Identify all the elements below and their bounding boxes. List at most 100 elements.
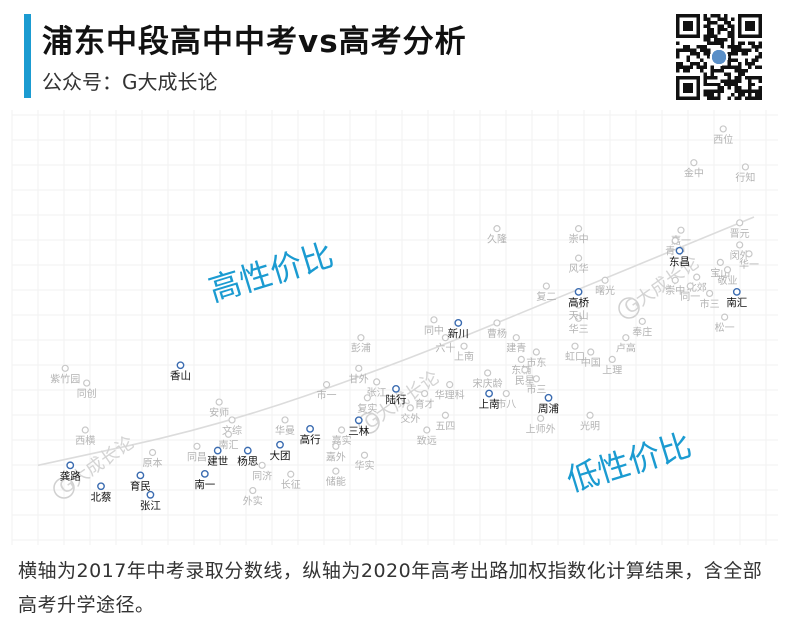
qr-module <box>717 17 721 21</box>
qr-module <box>706 89 711 94</box>
other-school-point <box>693 273 701 281</box>
qr-module <box>737 79 742 83</box>
other-school-label: 西横 <box>75 434 95 447</box>
qr-module <box>731 65 735 70</box>
qr-module <box>737 62 742 66</box>
qr-module <box>751 82 756 87</box>
other-school-point <box>686 282 694 290</box>
other-school-point <box>224 430 233 438</box>
other-school-point <box>81 426 89 434</box>
other-school-point <box>745 250 753 258</box>
qr-module <box>758 65 762 70</box>
other-school-point <box>574 314 583 322</box>
qr-module <box>720 38 725 42</box>
qr-module <box>703 14 707 18</box>
qr-module <box>727 31 732 35</box>
other-school-point <box>281 416 289 424</box>
qr-module <box>751 41 756 45</box>
qr-module <box>686 44 690 49</box>
qr-module <box>744 58 749 63</box>
other-school-point <box>736 219 744 227</box>
qr-module <box>682 69 687 73</box>
title-accent-bar <box>24 14 31 98</box>
highlighted-school-point <box>146 490 155 499</box>
other-school-point <box>517 355 525 363</box>
other-school-label: 同一 <box>680 291 700 303</box>
qr-module <box>727 82 732 87</box>
qr-logo-icon <box>709 47 729 67</box>
qr-module <box>720 27 725 32</box>
qr-module <box>717 82 721 87</box>
highlighted-school-point <box>97 482 105 491</box>
qr-module <box>682 82 694 94</box>
other-school-label: 市三 <box>700 297 720 310</box>
other-school-point <box>601 276 609 284</box>
qr-module <box>724 79 728 83</box>
other-school-label: 上理 <box>602 364 622 376</box>
other-school-label: 晋元 <box>730 228 750 240</box>
highlighted-school-label: 南一 <box>194 478 215 491</box>
qr-module <box>676 51 680 56</box>
other-school-point <box>287 470 295 478</box>
other-school-point <box>61 364 69 372</box>
other-school-point <box>587 348 595 356</box>
qr-module <box>755 93 759 97</box>
qr-module <box>741 69 745 73</box>
qr-module <box>703 38 707 42</box>
other-school-label: 华理科 <box>435 389 465 402</box>
other-school-label: 外实 <box>243 495 263 508</box>
other-school-point <box>706 289 714 298</box>
qr-module <box>700 69 704 73</box>
qr-module <box>676 69 680 73</box>
other-school-point <box>723 266 732 274</box>
other-school-point <box>736 241 744 249</box>
qr-module <box>717 24 721 28</box>
qr-module <box>717 93 721 97</box>
other-school-point <box>148 448 157 457</box>
other-school-label: 市一 <box>317 389 337 402</box>
qr-module <box>748 89 752 94</box>
qr-module <box>706 27 711 32</box>
other-school-label: 同昌 <box>187 451 207 463</box>
other-school-label: 复实 <box>357 402 377 415</box>
highlighted-school-point <box>544 393 553 402</box>
other-school-point <box>360 451 369 459</box>
g-logo-watermark-icon <box>53 477 75 499</box>
highlighted-school-label: 陆行 <box>386 393 407 406</box>
qr-module <box>748 48 752 52</box>
qr-module <box>748 65 752 70</box>
highlighted-school-label: 杨思 <box>237 455 258 468</box>
qr-module <box>751 96 756 100</box>
highlighted-school-label: 南汇 <box>726 296 747 309</box>
qr-module <box>713 96 718 100</box>
qr-module <box>755 75 759 80</box>
qr-module <box>706 34 711 39</box>
other-school-point <box>574 225 583 233</box>
other-school-point <box>532 348 540 356</box>
qr-module <box>703 24 707 28</box>
other-school-label: 松一 <box>715 321 735 334</box>
qr-module <box>676 65 680 70</box>
qr-module <box>734 48 738 52</box>
qr-module <box>734 69 738 73</box>
other-school-label: 紫竹园 <box>50 372 80 385</box>
qr-module <box>724 27 728 32</box>
qr-module <box>731 48 735 52</box>
qr-module <box>751 75 756 80</box>
qr-code-icon[interactable] <box>676 14 762 100</box>
qr-module <box>755 44 759 49</box>
other-school-label: 同济 <box>252 469 272 482</box>
qr-module <box>689 65 694 70</box>
qr-module <box>703 65 707 70</box>
qr-module <box>751 58 756 63</box>
qr-module <box>734 89 738 94</box>
other-school-label: 复二 <box>536 290 556 303</box>
highlighted-school-point <box>675 246 684 255</box>
qr-module <box>679 62 683 66</box>
qr-module <box>737 86 742 90</box>
qr-module <box>741 93 745 97</box>
qr-module <box>696 62 701 66</box>
highlighted-school-point <box>485 389 493 398</box>
qr-module <box>686 69 690 73</box>
qr-module <box>727 20 732 25</box>
